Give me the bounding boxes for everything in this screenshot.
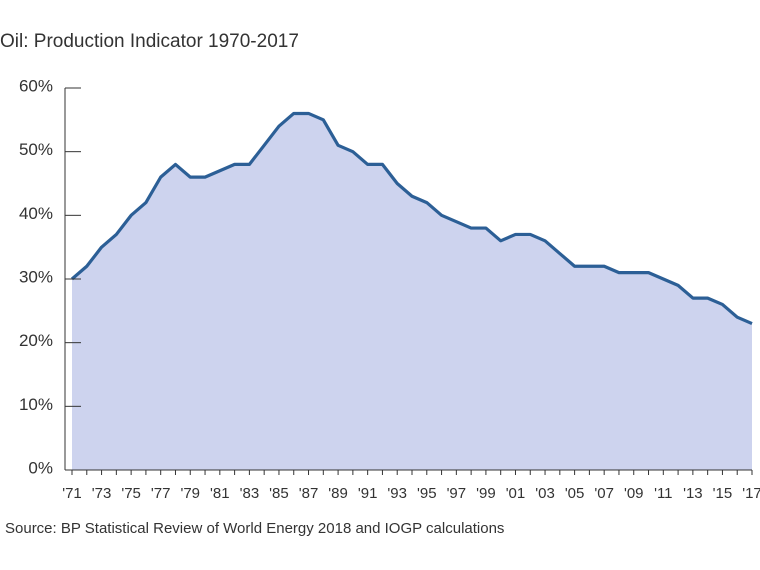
x-tick-label: '85 (269, 485, 289, 502)
x-tick-label: '95 (417, 485, 437, 502)
x-tick-label: '81 (210, 485, 230, 502)
source-note: Source: BP Statistical Review of World E… (5, 520, 504, 537)
x-tick-label: '91 (358, 485, 378, 502)
x-tick-label: '05 (565, 485, 585, 502)
x-tick-label: '71 (62, 485, 82, 502)
x-tick-label: '01 (506, 485, 526, 502)
x-tick-label: '97 (447, 485, 467, 502)
x-tick-label: '75 (121, 485, 141, 502)
x-tick-label: '83 (240, 485, 260, 502)
y-tick-label: 50% (19, 140, 53, 159)
x-tick-label: '89 (328, 485, 348, 502)
x-tick-label: '09 (624, 485, 644, 502)
line (70, 111, 753, 326)
chart-title: Oil: Production Indicator 1970-2017 (0, 31, 299, 52)
y-tick-label: 30% (19, 267, 53, 286)
y-tick-label: 40% (19, 204, 53, 223)
x-tick-label: '03 (535, 485, 555, 502)
x-tick-label: '77 (151, 485, 171, 502)
y-tick-label: 0% (28, 458, 53, 477)
x-tick-label: '13 (683, 485, 703, 502)
y-tick-label: 60% (19, 76, 53, 95)
y-tick-label: 20% (19, 331, 53, 350)
y-tick-label: 10% (19, 395, 53, 414)
x-tick-label: '07 (594, 485, 614, 502)
x-tick-label: '87 (299, 485, 319, 502)
x-tick-label: '93 (387, 485, 407, 502)
x-tick-label: '11 (654, 485, 672, 502)
x-tick-label: '99 (476, 485, 496, 502)
x-tick-label: '15 (713, 485, 733, 502)
area-fill (72, 113, 752, 470)
x-tick-label: '73 (92, 485, 112, 502)
x-tick-label: '79 (180, 485, 200, 502)
x-tick-label: '17 (742, 485, 760, 502)
